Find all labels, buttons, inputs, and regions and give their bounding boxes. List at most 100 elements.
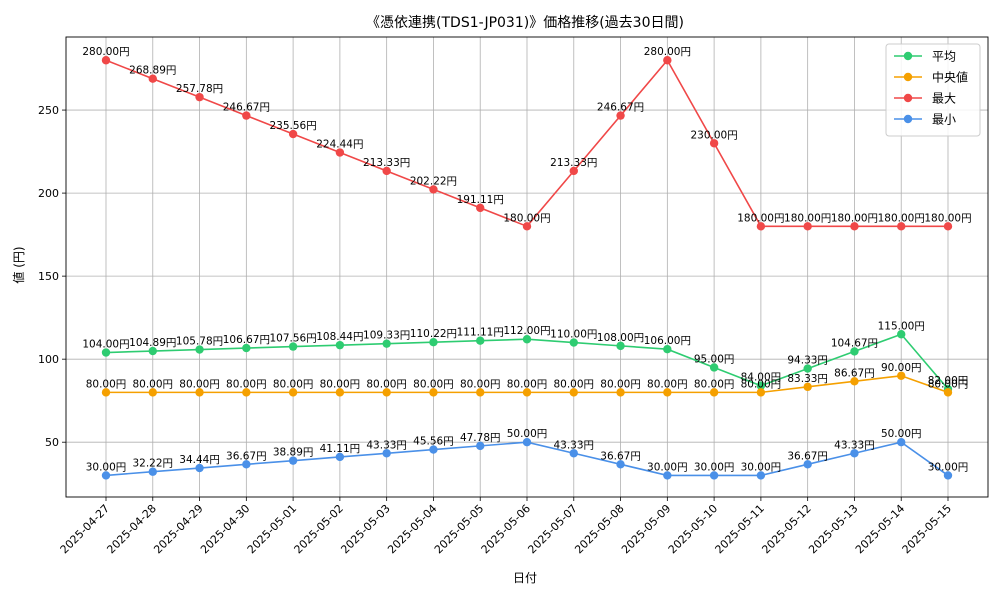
legend-marker xyxy=(903,72,913,82)
data-point xyxy=(148,74,157,83)
data-label: 30.00円 xyxy=(694,461,735,473)
data-label: 30.00円 xyxy=(928,461,969,473)
y-tick-label: 150 xyxy=(38,270,59,283)
data-label: 80.00円 xyxy=(366,378,407,390)
data-label: 104.00円 xyxy=(82,339,129,351)
series-layer xyxy=(101,56,953,480)
y-tick-label: 100 xyxy=(38,353,59,366)
data-labels-layer: 104.00円 104.89円 105.78円 106.67円 107.56円 108.4… xyxy=(82,46,971,473)
y-axis-title: 値 (円) xyxy=(11,246,26,283)
data-point xyxy=(709,363,719,372)
data-point xyxy=(335,340,345,350)
data-point xyxy=(943,471,953,480)
data-label: 180.00円 xyxy=(924,212,971,224)
data-point xyxy=(850,449,859,458)
data-point xyxy=(148,388,157,397)
data-label: 86.67円 xyxy=(834,367,875,379)
data-point xyxy=(709,471,719,480)
data-point xyxy=(335,388,345,397)
data-label: 84.00円 xyxy=(741,372,782,384)
data-point xyxy=(522,222,532,231)
data-label: 43.33円 xyxy=(366,439,407,451)
data-point xyxy=(148,346,157,356)
data-point xyxy=(195,463,204,473)
data-point xyxy=(382,166,391,176)
data-label: 180.00円 xyxy=(503,212,550,224)
data-label: 107.56円 xyxy=(269,333,316,345)
data-label: 38.89円 xyxy=(273,447,314,459)
data-label: 80.00円 xyxy=(553,378,594,390)
data-label: 82.00円 xyxy=(928,375,969,387)
data-point xyxy=(850,377,859,386)
data-label: 50.00円 xyxy=(881,428,922,440)
data-point xyxy=(709,388,719,397)
data-label: 80.00円 xyxy=(507,378,548,390)
data-label: 115.00円 xyxy=(878,320,925,332)
chart-title: 《憑依連携(TDS1-JP031)》価格推移(過去30日間) xyxy=(366,15,684,31)
data-point xyxy=(476,203,485,213)
data-point xyxy=(803,364,812,373)
data-point xyxy=(569,166,578,176)
data-point xyxy=(569,449,578,458)
data-label: 110.22円 xyxy=(410,328,457,340)
data-label: 80.00円 xyxy=(86,378,127,390)
plot-frame xyxy=(65,36,989,498)
data-point xyxy=(476,388,485,397)
data-label: 180.00円 xyxy=(737,212,784,224)
data-point xyxy=(756,471,766,480)
data-label: 80.00円 xyxy=(694,378,735,390)
data-label: 41.11円 xyxy=(320,443,361,455)
data-label: 80.00円 xyxy=(600,378,641,390)
data-label: 111.11円 xyxy=(457,327,504,339)
data-point xyxy=(522,388,532,397)
data-point xyxy=(943,388,953,397)
data-point xyxy=(943,222,953,231)
data-label: 180.00円 xyxy=(878,212,925,224)
legend-marker xyxy=(903,114,913,124)
data-label: 106.00円 xyxy=(644,335,691,347)
data-point xyxy=(195,92,204,102)
data-label: 224.44円 xyxy=(316,139,363,151)
legend-box xyxy=(885,43,981,137)
legend-label: 中央値 xyxy=(932,70,968,85)
data-point xyxy=(288,129,298,139)
data-label: 108.00円 xyxy=(597,332,644,344)
data-point xyxy=(429,388,438,397)
data-label: 108.44円 xyxy=(316,331,363,343)
data-label: 246.67円 xyxy=(223,102,270,114)
data-point xyxy=(288,342,298,351)
data-label: 110.00円 xyxy=(550,329,597,341)
data-label: 235.56円 xyxy=(269,120,316,132)
data-label: 32.22円 xyxy=(132,458,173,470)
data-point xyxy=(616,388,625,397)
data-label: 230.00円 xyxy=(690,129,737,141)
data-point xyxy=(522,437,532,447)
data-point xyxy=(382,339,391,348)
data-point xyxy=(616,341,625,351)
data-label: 30.00円 xyxy=(741,461,782,473)
data-point xyxy=(195,345,204,354)
data-point xyxy=(195,388,204,397)
data-label: 30.00円 xyxy=(86,461,127,473)
data-label: 280.00円 xyxy=(644,46,691,58)
data-label: 36.67円 xyxy=(600,450,641,462)
data-label: 34.44円 xyxy=(179,454,220,466)
data-point xyxy=(242,388,251,397)
data-point xyxy=(101,348,111,357)
data-point xyxy=(101,471,111,480)
data-point xyxy=(756,388,766,397)
data-label: 104.89円 xyxy=(129,337,176,349)
data-label: 80.00円 xyxy=(179,378,220,390)
data-point xyxy=(382,388,391,397)
data-label: 45.56円 xyxy=(413,436,454,448)
legend-label: 最大 xyxy=(932,92,956,106)
data-label: 36.67円 xyxy=(787,450,828,462)
data-point xyxy=(429,337,438,347)
data-point xyxy=(101,388,111,397)
data-label: 105.78円 xyxy=(176,336,223,348)
legend-label: 平均 xyxy=(932,50,956,64)
data-label: 80.00円 xyxy=(928,378,969,390)
data-label: 94.33円 xyxy=(787,355,828,367)
